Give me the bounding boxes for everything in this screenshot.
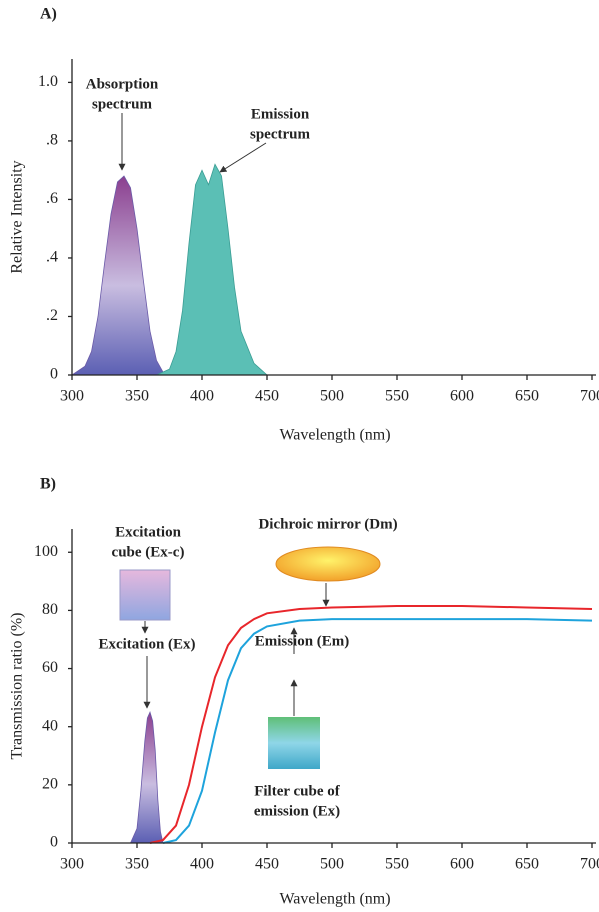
x-tick-label: 350 [125,388,149,405]
x-axis-label: Wavelength (nm) [279,427,390,444]
y-tick-label: 0 [50,366,58,383]
annotation: Excitation [115,524,181,540]
x-tick-label: 300 [60,856,84,873]
y-axis-label: Transmission ratio (%) [9,613,26,760]
x-tick-label: 300 [60,388,84,405]
line [162,618,593,844]
y-axis-label: Relative Intensity [9,160,26,273]
y-tick-label: 100 [34,543,58,560]
emission-cube [268,717,320,769]
arrow [219,142,267,173]
annotation: Filter cube of [254,783,341,799]
line [149,605,593,844]
x-tick-label: 700 [580,388,599,405]
dichroic-mirror [275,546,381,582]
y-tick-label: .6 [46,190,58,207]
excitation-cube [119,569,171,621]
x-tick-label: 550 [385,388,409,405]
x-tick-label: 350 [125,856,149,873]
y-tick-label: .8 [46,132,58,149]
x-axis-label: Wavelength (nm) [279,891,390,908]
x-tick-label: 600 [450,388,474,405]
x-tick-label: 650 [515,388,539,405]
x-tick-label: 550 [385,856,409,873]
x-tick-label: 450 [255,388,279,405]
annotation: emission (Ex) [254,803,340,819]
y-tick-label: .4 [46,249,58,266]
x-tick-label: 500 [320,388,344,405]
panel-title: B) [40,476,56,493]
x-tick-label: 700 [580,856,599,873]
annotation: Emission [251,106,310,122]
annotation: spectrum [92,96,152,112]
annotation: cube (Ex-c) [112,544,185,560]
annotation: Dichroic mirror (Dm) [258,516,397,532]
x-tick-label: 500 [320,856,344,873]
annotation: Emission (Em) [255,633,350,649]
y-tick-label: 80 [42,601,58,618]
y-tick-label: 1.0 [38,73,58,90]
y-tick-label: 0 [50,834,58,851]
panel-title: A) [40,6,57,23]
y-tick-label: .2 [46,307,58,324]
annotation: Absorption [86,76,159,92]
x-tick-label: 650 [515,856,539,873]
area [70,175,170,376]
area [129,711,164,844]
x-tick-label: 600 [450,856,474,873]
x-tick-label: 400 [190,388,214,405]
annotation: spectrum [250,126,310,142]
y-tick-label: 40 [42,717,58,734]
area [156,163,269,376]
y-tick-label: 20 [42,776,58,793]
annotation: Excitation (Ex) [98,636,195,652]
y-tick-label: 60 [42,659,58,676]
x-tick-label: 450 [255,856,279,873]
x-tick-label: 400 [190,856,214,873]
